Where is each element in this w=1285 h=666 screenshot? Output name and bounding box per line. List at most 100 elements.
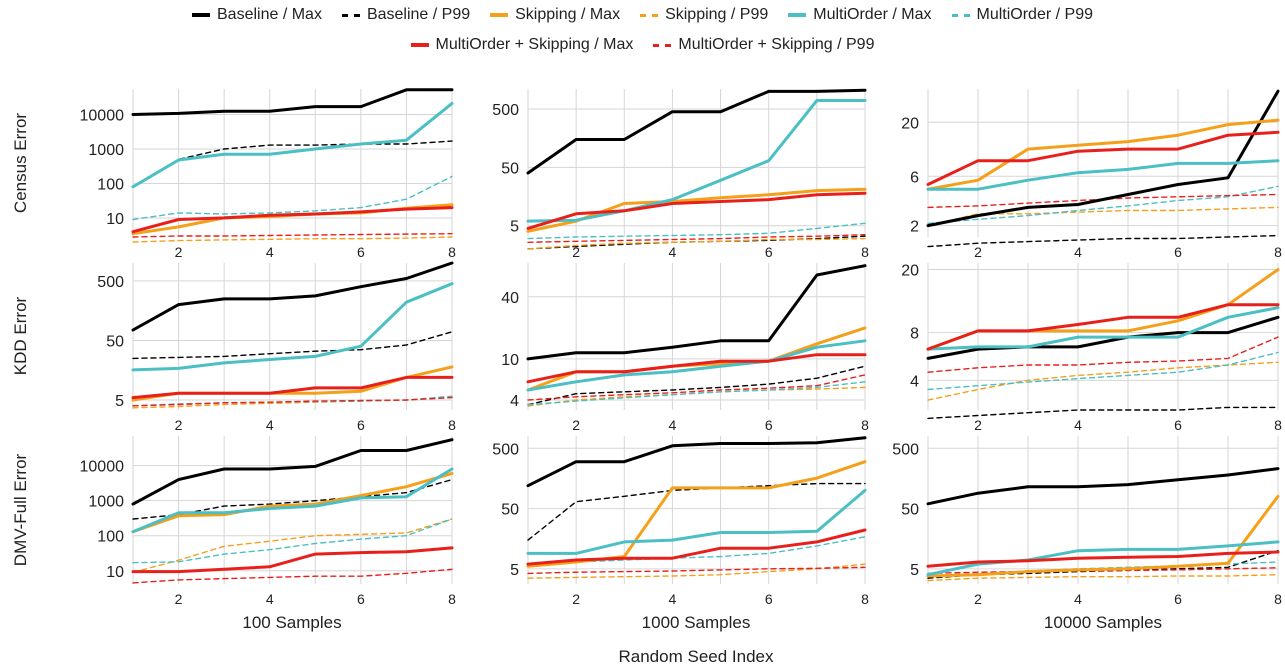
y-tick-label: 40 [501,290,519,307]
y-tick-label: 50 [901,502,919,519]
series-line [526,436,867,488]
series-line [926,118,1280,191]
x-tick-label: 6 [357,417,365,433]
legend-item: Baseline / Max [192,6,322,24]
series-line [527,233,866,244]
legend-item: Skipping / Max [490,6,620,24]
series-line [132,518,453,564]
y-tick-label: 20 [901,263,919,280]
legend-row-1: Baseline / Max Baseline / P99 Skipping /… [0,6,1285,24]
series-line [927,185,1279,225]
series-line [927,351,1279,391]
series-line [526,460,867,568]
y-tick-label: 1000 [88,142,124,159]
legend-label: Skipping / P99 [665,6,769,23]
series-line [926,159,1280,191]
legend-item: Skipping / P99 [640,6,768,24]
x-tick-label: 2 [572,591,580,607]
y-tick-label: 100 [97,176,124,193]
legend-row-2: MultiOrder + Skipping / Max MultiOrder +… [0,36,1285,54]
y-tick-label: 500 [97,274,124,291]
legend-label: MultiOrder / Max [813,6,932,23]
legend-swatch [653,43,672,47]
legend-item: MultiOrder + Skipping / Max [410,36,633,54]
legend-item: MultiOrder / Max [788,6,932,24]
series-line [131,467,454,534]
series-line [527,365,866,406]
y-tick-label: 5 [115,393,124,410]
y-tick-label: 100 [97,529,124,546]
series-line [527,381,866,406]
y-tick-label: 50 [106,333,124,350]
series-line [926,303,1280,351]
series-line [927,234,1279,248]
series-line [131,471,454,534]
legend: Baseline / Max Baseline / P99 Skipping /… [0,0,1285,62]
series-line [132,236,453,243]
series-line [131,206,454,234]
series-line [527,566,866,575]
x-tick-label: 4 [669,591,677,607]
x-tick-label: 4 [669,244,677,260]
row-label: DMV-Full Error [11,453,30,566]
x-tick-label: 6 [357,591,365,607]
series-line [926,494,1280,578]
x-tick-label: 4 [669,417,677,433]
x-tick-label: 2 [572,417,580,433]
y-tick-label: 500 [492,102,519,119]
x-tick-label: 2 [974,417,982,433]
x-tick-label: 6 [1174,591,1182,607]
series-line [132,232,453,238]
x-tick-label: 4 [266,417,274,433]
y-tick-label: 50 [501,160,519,177]
y-tick-label: 10 [106,211,124,228]
x-tick-label: 2 [175,591,183,607]
series-line [926,467,1280,506]
row-label: KDD Error [11,296,30,375]
series-line [131,88,454,116]
series-line [132,175,453,221]
x-tick-label: 8 [1274,244,1282,260]
series-line [526,353,867,384]
x-tick-label: 6 [1174,417,1182,433]
legend-item: Baseline / P99 [341,6,470,24]
series-line [527,237,866,250]
x-tick-label: 6 [357,244,365,260]
legend-label: MultiOrder / P99 [976,6,1093,23]
x-tick-label: 8 [1274,417,1282,433]
series-line [927,206,1279,227]
legend-swatch [410,43,429,47]
series-line [926,306,1280,351]
series-line [527,222,866,240]
series-line [926,89,1280,228]
y-tick-label: 10000 [80,108,125,125]
row-label: Census Error [11,113,30,213]
series-line [927,361,1279,401]
x-tick-label: 4 [266,244,274,260]
series-line [132,518,453,574]
legend-item: MultiOrder + Skipping / P99 [653,36,874,54]
legend-swatch [640,13,659,17]
series-line [526,88,867,175]
y-tick-label: 10 [501,352,519,369]
x-tick-label: 2 [175,417,183,433]
series-line [526,488,867,555]
y-tick-label: 1000 [88,494,124,511]
x-tick-label: 4 [1074,244,1082,260]
x-tick-label: 6 [765,244,773,260]
x-tick-label: 4 [1074,417,1082,433]
x-tick-label: 2 [974,591,982,607]
x-tick-label: 4 [266,591,274,607]
y-tick-label: 6 [910,169,919,186]
series-line [132,331,453,360]
x-tick-label: 6 [765,417,773,433]
legend-item: MultiOrder / P99 [951,6,1093,24]
legend-label: Skipping / Max [515,6,621,23]
series-line [926,550,1280,568]
legend-label: Baseline / Max [217,6,322,23]
series-line [527,563,866,579]
y-tick-label: 5 [510,562,519,579]
x-tick-label: 8 [861,244,869,260]
series-line [926,315,1280,360]
x-tick-label: 6 [1174,244,1182,260]
